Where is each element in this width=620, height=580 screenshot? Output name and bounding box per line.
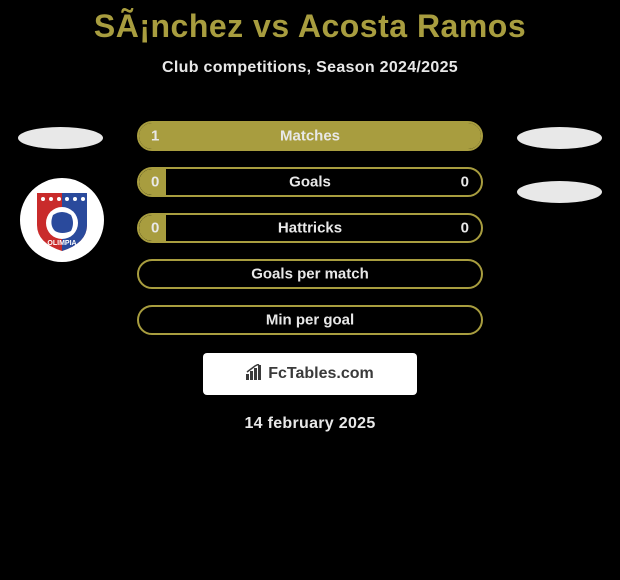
page-title: SÃ¡nchez vs Acosta Ramos bbox=[0, 0, 620, 45]
stat-row-matches: 1 Matches bbox=[0, 121, 620, 151]
stat-row-hattricks: 0 Hattricks 0 bbox=[0, 213, 620, 243]
date-text: 14 february 2025 bbox=[0, 415, 620, 433]
stat-bar-goals: 0 Goals 0 bbox=[137, 167, 483, 197]
stat-label-goals: Goals bbox=[289, 174, 331, 191]
chart-icon bbox=[246, 364, 264, 385]
stat-row-goals: 0 Goals 0 bbox=[0, 167, 620, 197]
stat-left-matches: 1 bbox=[151, 128, 159, 145]
stat-label-matches: Matches bbox=[280, 128, 340, 145]
stat-bar-gpm: Goals per match bbox=[137, 259, 483, 289]
stat-bar-hattricks: 0 Hattricks 0 bbox=[137, 213, 483, 243]
stat-bar-mpg: Min per goal bbox=[137, 305, 483, 335]
stat-label-mpg: Min per goal bbox=[266, 312, 354, 329]
stat-left-goals: 0 bbox=[151, 174, 159, 191]
fctables-label: FcTables.com bbox=[268, 365, 374, 383]
stat-row-mpg: Min per goal bbox=[0, 305, 620, 335]
stat-label-hattricks: Hattricks bbox=[278, 220, 342, 237]
stat-right-hattricks: 0 bbox=[461, 220, 469, 237]
stat-bar-matches: 1 Matches bbox=[137, 121, 483, 151]
stats-container: 1 Matches 0 Goals 0 0 Hattricks 0 bbox=[0, 121, 620, 335]
stat-label-gpm: Goals per match bbox=[251, 266, 369, 283]
stat-left-hattricks: 0 bbox=[151, 220, 159, 237]
stat-row-gpm: Goals per match bbox=[0, 259, 620, 289]
subtitle: Club competitions, Season 2024/2025 bbox=[0, 59, 620, 77]
stat-right-goals: 0 bbox=[461, 174, 469, 191]
fctables-badge[interactable]: FcTables.com bbox=[203, 353, 417, 395]
